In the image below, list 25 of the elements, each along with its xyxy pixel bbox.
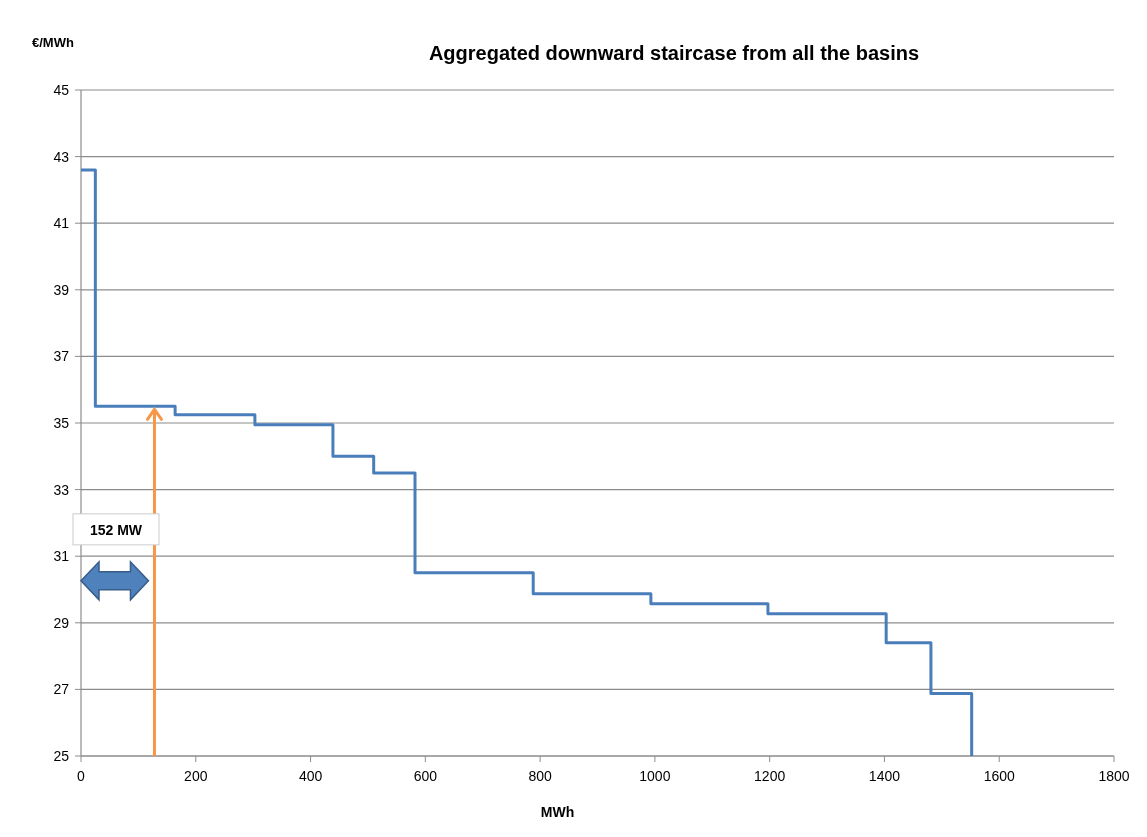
y-tick-label: 45 (53, 82, 70, 98)
x-axis-title: MWh (540, 804, 575, 820)
y-tick-label: 39 (53, 281, 70, 298)
x-tick-label: 1200 (754, 768, 786, 784)
y-tick-label: 31 (53, 548, 70, 565)
x-tick-label: 1600 (983, 768, 1015, 784)
y-tick-label: 25 (53, 748, 70, 764)
x-tick-label: 200 (184, 768, 208, 784)
chart-title: Aggregated downward staircase from all the basins (428, 42, 920, 64)
x-tick-label: 1800 (1098, 768, 1130, 784)
ref-line-label: 152 MW (89, 521, 143, 538)
y-tick-label: 37 (53, 348, 70, 365)
x-tick-label: 0 (77, 768, 86, 784)
x-tick-label: 1400 (868, 768, 901, 784)
y-tick-label: 29 (53, 614, 70, 631)
x-tick-label: 600 (413, 768, 438, 784)
y-tick-label: 27 (53, 681, 70, 698)
y-tick-label: 35 (53, 415, 70, 431)
y-tick-label: 33 (53, 481, 70, 498)
y-tick-label: 41 (53, 215, 70, 232)
x-tick-label: 800 (528, 768, 552, 784)
y-tick-label: 43 (53, 148, 70, 165)
x-tick-label: 400 (298, 768, 323, 784)
x-tick-label: 1000 (639, 768, 671, 784)
y-axis-title: €/MWh (32, 35, 74, 50)
